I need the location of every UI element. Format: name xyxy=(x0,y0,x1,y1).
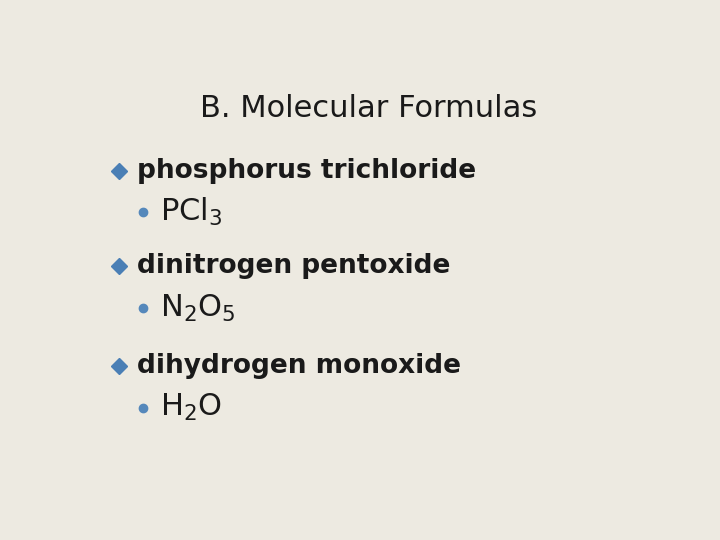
Text: PCl$_3$: PCl$_3$ xyxy=(160,197,222,228)
Text: N$_2$O$_5$: N$_2$O$_5$ xyxy=(160,293,235,323)
Text: phosphorus trichloride: phosphorus trichloride xyxy=(138,158,477,184)
Text: dinitrogen pentoxide: dinitrogen pentoxide xyxy=(138,253,451,280)
Text: B. Molecular Formulas: B. Molecular Formulas xyxy=(200,94,538,123)
Text: H$_2$O: H$_2$O xyxy=(160,392,222,423)
Text: dihydrogen monoxide: dihydrogen monoxide xyxy=(138,353,462,379)
